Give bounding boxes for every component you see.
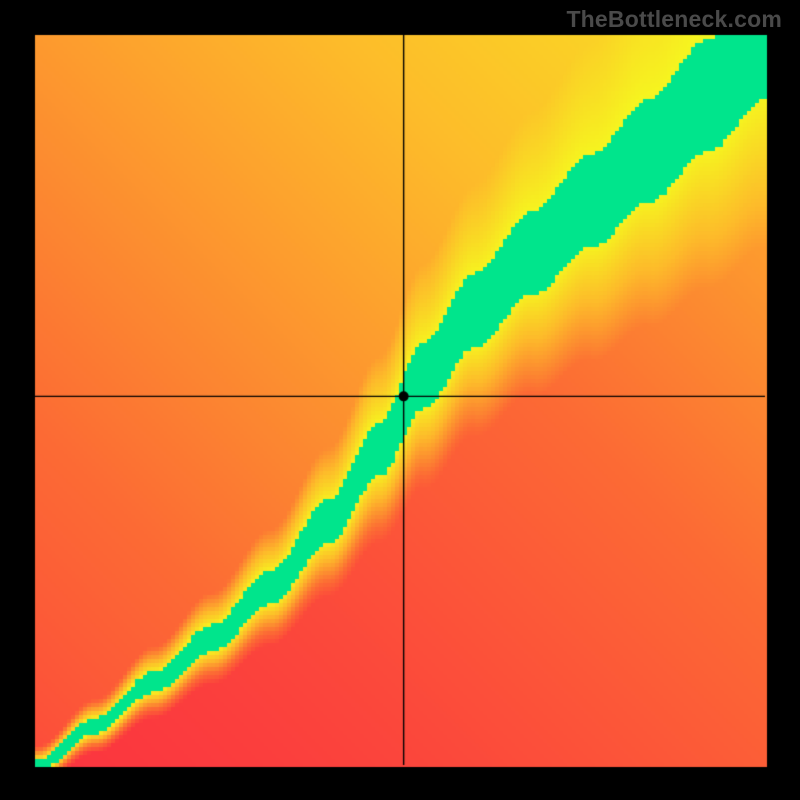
watermark: TheBottleneck.com [566,6,782,33]
heatmap-canvas [0,0,800,800]
chart-container: TheBottleneck.com [0,0,800,800]
